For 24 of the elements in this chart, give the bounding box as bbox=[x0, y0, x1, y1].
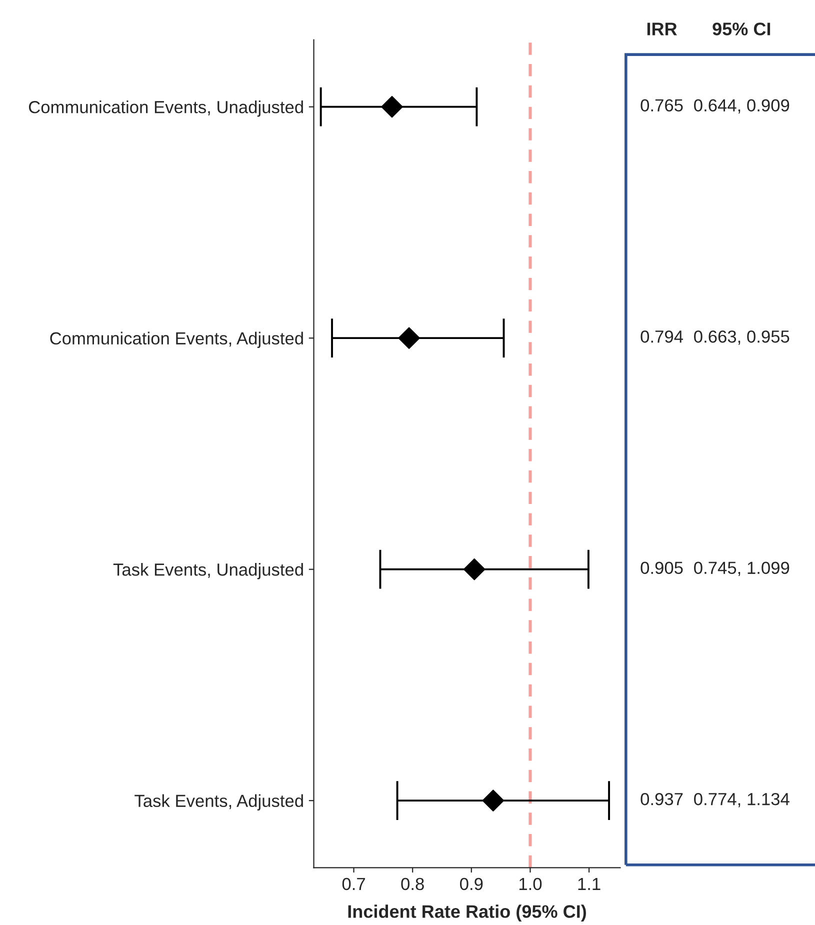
text: 0.745, 1.099 bbox=[694, 562, 790, 576]
y-tick-label: Task Events, Unadjusted bbox=[113, 563, 303, 580]
x-tick-label: 0.8 bbox=[401, 878, 424, 890]
data-label: 0.765 bbox=[640, 99, 683, 112]
point bbox=[463, 558, 486, 580]
text: 0.663, 0.955 bbox=[694, 330, 790, 345]
x-tick-label: 0.7 bbox=[342, 878, 365, 890]
data-label: 0.937 bbox=[640, 792, 683, 806]
y-tick-label: Communication Events, Unadjusted bbox=[28, 100, 303, 117]
point bbox=[482, 790, 504, 812]
y-tick-label: Communication Events, Adjusted bbox=[50, 332, 303, 348]
data-label: 0.794 bbox=[640, 330, 683, 343]
data-label: 0.905 bbox=[640, 562, 683, 574]
point bbox=[381, 96, 403, 118]
text: 1.0 bbox=[519, 878, 542, 890]
text: 0.644, 0.909 bbox=[694, 99, 790, 114]
text: 95% CI bbox=[712, 22, 770, 36]
text: 0.774, 1.134 bbox=[694, 792, 790, 808]
x-tick-label: 0.9 bbox=[460, 878, 483, 890]
x-axis-title: Incident Rate Ratio (95% CI) bbox=[348, 904, 586, 922]
x-tick-label: 1.1 bbox=[578, 878, 600, 890]
y-tick-label: Task Events, Adjusted bbox=[134, 794, 303, 810]
text: IRR bbox=[647, 22, 677, 36]
point bbox=[398, 327, 420, 349]
